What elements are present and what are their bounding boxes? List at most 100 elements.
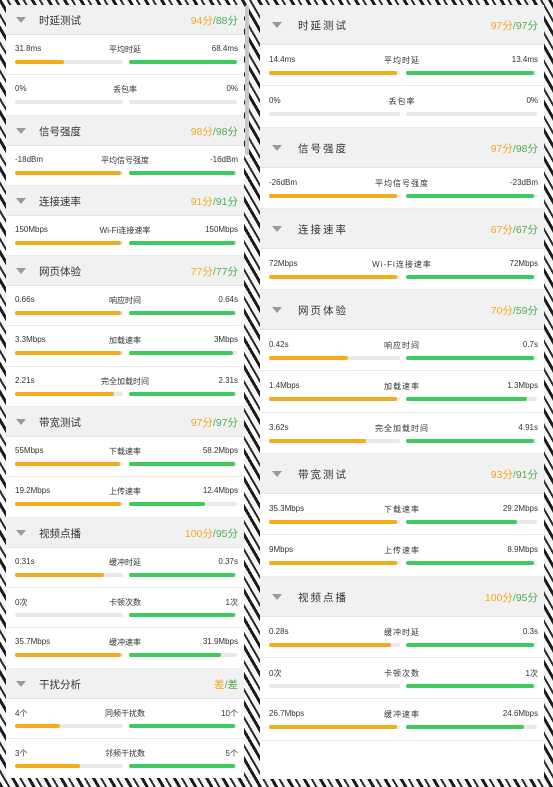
metric-value-after: -16dBm xyxy=(209,154,238,164)
section-score: 差/差 xyxy=(214,677,238,692)
after-progress-bar xyxy=(406,71,537,75)
before-progress-fill xyxy=(15,311,121,316)
collapse-triangle-icon[interactable] xyxy=(16,17,26,23)
section-header[interactable]: 信号强度 98分/98分 xyxy=(6,115,244,146)
metric-name: 平均时延 xyxy=(109,45,141,54)
collapse-triangle-icon[interactable] xyxy=(272,22,282,28)
left-result-panel[interactable]: 时延测试 94分/88分 31.8ms 平均时延 68.4ms 0% 丢包率 0% 信号强度 98… xyxy=(6,5,244,778)
section-title: 网页体验 xyxy=(39,266,81,279)
before-progress-bar xyxy=(269,438,400,443)
section-header[interactable]: 连接速率 67分/67分 xyxy=(260,208,544,249)
after-progress-fill xyxy=(406,193,535,198)
metric-value-after: 72Mbps xyxy=(509,258,538,268)
metric-value-after: 3Mbps xyxy=(213,335,238,345)
section-header[interactable]: 干扰分析 差/差 xyxy=(6,668,244,699)
score-separator: / xyxy=(212,125,216,138)
after-progress-bar xyxy=(129,763,237,768)
collapse-triangle-icon[interactable] xyxy=(272,144,282,151)
section-score: 91分/91分 xyxy=(191,194,238,209)
section-header[interactable]: 网页体验 70分/59分 xyxy=(260,290,544,331)
metric-value-after: 0.37s xyxy=(218,556,238,566)
section-header[interactable]: 信号强度 97分/98分 xyxy=(260,127,544,168)
section-header[interactable]: 视频点播 100分/95分 xyxy=(6,517,244,548)
score-unit-after: 分 xyxy=(527,223,539,236)
right-result-panel[interactable]: 时延测试 97分/97分 14.4ms 平均时延 13.4ms 0% 丢包率 0% 信号强度 97… xyxy=(260,5,544,779)
metric-name: 响应时间 xyxy=(384,341,420,351)
section-title: 信号强度 xyxy=(298,142,348,155)
metric-name: 完全加载时间 xyxy=(375,423,429,433)
score-after: 91 xyxy=(515,469,528,482)
section-title: 时延测试 xyxy=(39,15,81,27)
metric-row: 4个 同频干扰数 10个 xyxy=(6,698,244,739)
metric-row: 0次 卡顿次数 1次 xyxy=(6,587,244,629)
metric-row: 0次 卡顿次数 1次 xyxy=(260,657,544,700)
score-unit-after: 分 xyxy=(527,20,539,32)
metric-value-before: 3个 xyxy=(15,748,28,758)
after-progress-fill xyxy=(129,391,235,396)
metric-row: -18dBm 平均信号强度 -16dBm xyxy=(6,145,244,186)
collapse-triangle-icon[interactable] xyxy=(16,419,26,426)
metric-value-before: 150Mbps xyxy=(15,224,48,234)
metric-value-after: 1.3Mbps xyxy=(507,381,538,391)
collapse-triangle-icon[interactable] xyxy=(16,127,26,134)
metric-value-before: -26dBm xyxy=(269,177,298,187)
section-title: 时延测试 xyxy=(298,20,348,32)
section-header[interactable]: 时延测试 94分/88分 xyxy=(6,5,244,35)
before-progress-bar xyxy=(15,723,123,728)
before-progress-fill xyxy=(15,572,104,577)
score-separator: / xyxy=(512,223,516,236)
score-separator: / xyxy=(212,417,216,430)
after-progress-fill xyxy=(129,572,235,577)
metric-name: 上传速率 xyxy=(109,487,141,497)
after-progress-bar xyxy=(406,274,537,279)
score-after: 77 xyxy=(215,266,228,279)
before-progress-bar xyxy=(15,311,123,316)
score-before: 94 xyxy=(190,15,203,27)
before-progress-fill xyxy=(269,642,391,647)
score-unit-after: 分 xyxy=(227,15,239,27)
collapse-triangle-icon[interactable] xyxy=(16,529,26,536)
metric-name: 缓冲时延 xyxy=(109,557,141,567)
section-score: 77分/77分 xyxy=(191,264,238,279)
metric-value-before: 35.7Mbps xyxy=(15,637,51,647)
score-unit-after: 分 xyxy=(227,195,239,208)
score-unit-before: 分 xyxy=(202,125,213,138)
collapse-triangle-icon[interactable] xyxy=(16,197,26,204)
before-progress-bar xyxy=(15,240,123,245)
section-header[interactable]: 视频点播 100分/95分 xyxy=(260,576,544,617)
after-progress-bar xyxy=(129,653,237,658)
section-header[interactable]: 带宽测试 93分/91分 xyxy=(260,454,544,495)
metric-value-after: 0% xyxy=(526,96,538,106)
metric-name: 缓冲时延 xyxy=(384,627,420,637)
collapse-triangle-icon[interactable] xyxy=(16,680,26,687)
collapse-triangle-icon[interactable] xyxy=(272,307,282,314)
section-header[interactable]: 时延测试 97分/97分 xyxy=(260,5,544,45)
score-before: 100 xyxy=(184,527,203,540)
before-progress-bar xyxy=(269,642,400,647)
collapse-triangle-icon[interactable] xyxy=(272,593,282,600)
collapse-triangle-icon[interactable] xyxy=(272,225,282,232)
before-progress-fill xyxy=(269,520,398,525)
score-after: 95 xyxy=(215,527,228,540)
metric-name: Wi-Fi连接速率 xyxy=(99,225,151,235)
section-header[interactable]: 网页体验 77分/77分 xyxy=(6,256,244,287)
score-after: 91 xyxy=(215,195,228,208)
metric-name: 缓冲速率 xyxy=(109,638,141,648)
before-progress-fill xyxy=(269,356,348,361)
metric-row: 2.21s 完全加载时间 2.31s xyxy=(6,366,244,408)
left-panel-scrollbar[interactable] xyxy=(245,5,249,155)
metric-value-after: 13.4ms xyxy=(511,55,538,64)
before-progress-bar xyxy=(269,397,400,402)
metric-row: 0.28s 缓冲时延 0.3s xyxy=(260,616,544,658)
score-unit-after: 分 xyxy=(527,142,539,155)
section-score: 93分/91分 xyxy=(491,467,538,482)
metric-name: 平均时延 xyxy=(384,56,420,65)
section-header[interactable]: 连接速率 91分/91分 xyxy=(6,185,244,216)
collapse-triangle-icon[interactable] xyxy=(16,268,26,275)
score-unit-before: 分 xyxy=(502,142,513,155)
before-progress-fill xyxy=(15,170,121,175)
collapse-triangle-icon[interactable] xyxy=(272,471,282,478)
metric-value-before: 0% xyxy=(15,84,27,94)
before-progress-bar xyxy=(15,60,123,64)
section-header[interactable]: 带宽测试 97分/97分 xyxy=(6,407,244,438)
